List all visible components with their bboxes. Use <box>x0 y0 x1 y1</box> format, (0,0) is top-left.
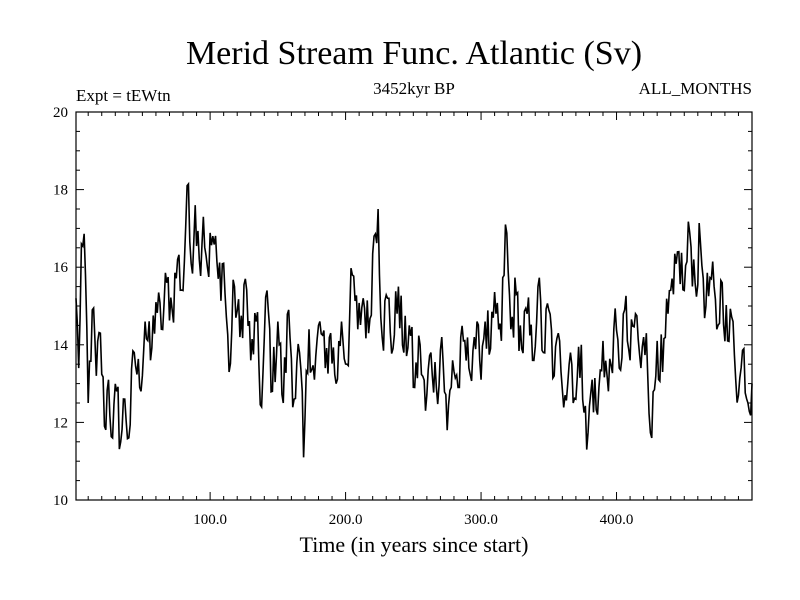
x-tick-label: 300.0 <box>464 512 498 528</box>
experiment-label: Expt = tEWtn <box>76 86 171 105</box>
y-tick-label: 12 <box>53 415 68 431</box>
y-tick-label: 16 <box>53 260 69 276</box>
axis-ticks <box>76 111 753 501</box>
x-tick-label: 200.0 <box>329 512 363 528</box>
x-tick-label: 100.0 <box>193 512 227 528</box>
months-label: ALL_MONTHS <box>639 79 752 98</box>
y-tick-label: 14 <box>53 338 69 354</box>
x-axis-label: Time (in years since start) <box>300 532 529 557</box>
series-line <box>75 181 753 458</box>
y-tick-label: 18 <box>53 183 68 199</box>
axis-tick-labels: 10 12 14 16 18 20 100.0 200.0 300.0 400.0 <box>53 105 633 528</box>
period-label: 3452kyr BP <box>373 79 455 98</box>
y-tick-label: 20 <box>53 105 68 121</box>
x-tick-label: 400.0 <box>600 512 634 528</box>
y-tick-label: 10 <box>53 493 68 509</box>
plot-frame <box>75 111 753 501</box>
chart-title: Merid Stream Func. Atlantic (Sv) <box>186 35 642 72</box>
